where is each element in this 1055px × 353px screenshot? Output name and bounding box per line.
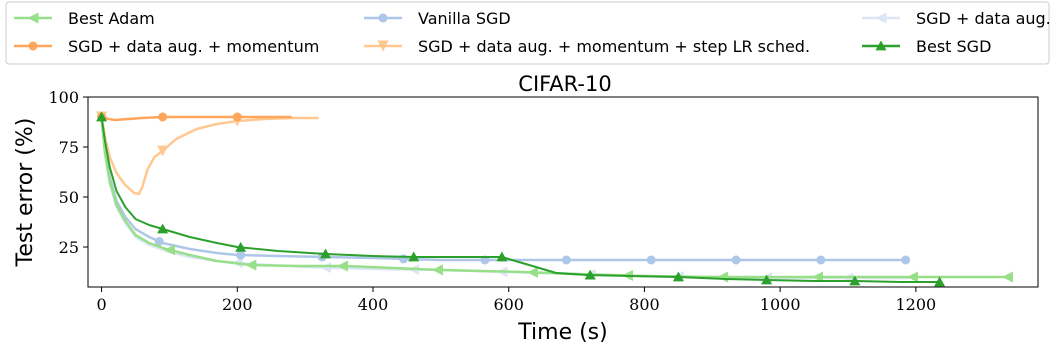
legend-swatch-marker — [27, 12, 39, 24]
data-point — [245, 259, 257, 271]
data-point — [811, 271, 823, 283]
x-axis: 0 200 400 600 800 1000 1200 — [96, 287, 936, 314]
data-point — [906, 271, 918, 283]
data-point — [408, 251, 420, 262]
legend-entry: Best Adam — [14, 9, 155, 28]
series-layer — [96, 111, 1013, 287]
legend-label: SGD + data aug. — [916, 9, 1051, 28]
data-point — [320, 262, 331, 274]
legend-entry: SGD + data aug. + momentum — [14, 37, 319, 56]
data-point — [496, 251, 508, 262]
data-point — [235, 241, 247, 252]
data-point — [849, 275, 861, 286]
data-point — [526, 266, 538, 278]
x-tick-label: 1000 — [760, 295, 801, 314]
data-point — [336, 260, 348, 272]
data-point — [431, 264, 443, 276]
data-point — [236, 250, 246, 260]
data-point — [232, 112, 242, 122]
y-tick-label: 75 — [59, 138, 79, 157]
x-tick-label: 600 — [493, 295, 524, 314]
x-axis-label: Time (s) — [517, 320, 607, 345]
y-axis-label: Test error (%) — [13, 118, 38, 268]
data-point — [154, 237, 164, 246]
x-tick-label: 400 — [358, 295, 389, 314]
data-point — [1001, 271, 1013, 283]
data-point — [901, 255, 911, 265]
data-point — [584, 269, 596, 280]
legend: Best Adam Vanilla SGD SGD + data aug. SGD +… — [5, 1, 1051, 65]
data-point — [716, 271, 728, 283]
series-vanilla-sgd — [100, 118, 911, 265]
x-tick-label: 800 — [629, 295, 660, 314]
data-point — [672, 271, 684, 282]
data-point — [816, 255, 826, 265]
legend-entry: Best SGD — [862, 37, 991, 56]
series-best-sgd — [96, 111, 946, 287]
y-tick-label: 50 — [59, 188, 79, 207]
series-line — [100, 116, 940, 283]
data-point — [96, 111, 108, 122]
y-axis: 25 50 75 100 — [48, 88, 88, 257]
x-tick-label: 1200 — [895, 295, 936, 314]
legend-entry: SGD + data aug. — [862, 9, 1051, 28]
data-point — [320, 248, 331, 259]
legend-swatch-marker — [875, 40, 887, 51]
legend-swatch-marker — [378, 13, 388, 23]
data-point — [934, 276, 946, 287]
data-point — [761, 274, 773, 285]
data-point — [163, 244, 175, 256]
legend-label: Vanilla SGD — [418, 9, 511, 28]
x-tick-label: 0 — [96, 295, 106, 314]
y-tick-label: 25 — [59, 238, 79, 257]
chart-title: CIFAR-10 — [518, 72, 611, 96]
legend-entry: Vanilla SGD — [364, 9, 511, 28]
data-point — [561, 255, 571, 265]
legend-entry: SGD + data aug. + momentum + step LR sch… — [364, 37, 810, 56]
legend-label: SGD + data aug. + momentum — [68, 37, 319, 56]
data-point — [157, 223, 169, 234]
data-point — [157, 145, 169, 157]
data-point — [158, 112, 168, 122]
series-sgd-data-aug-momentum-step-lr-sched — [96, 111, 319, 196]
legend-label: Best SGD — [916, 37, 991, 56]
x-tick-label: 200 — [222, 295, 253, 314]
legend-frame — [5, 1, 1050, 65]
data-point — [646, 255, 656, 265]
data-point — [731, 255, 741, 265]
legend-label: SGD + data aug. + momentum + step LR sch… — [418, 37, 810, 56]
legend-swatch-marker — [28, 41, 38, 51]
series-line — [100, 116, 319, 196]
legend-label: Best Adam — [68, 9, 155, 28]
legend-swatch-marker — [875, 12, 887, 24]
y-tick-label: 100 — [48, 88, 79, 107]
plot-frame — [87, 96, 1039, 288]
legend-swatch-marker — [377, 40, 389, 52]
series-line — [100, 118, 906, 262]
